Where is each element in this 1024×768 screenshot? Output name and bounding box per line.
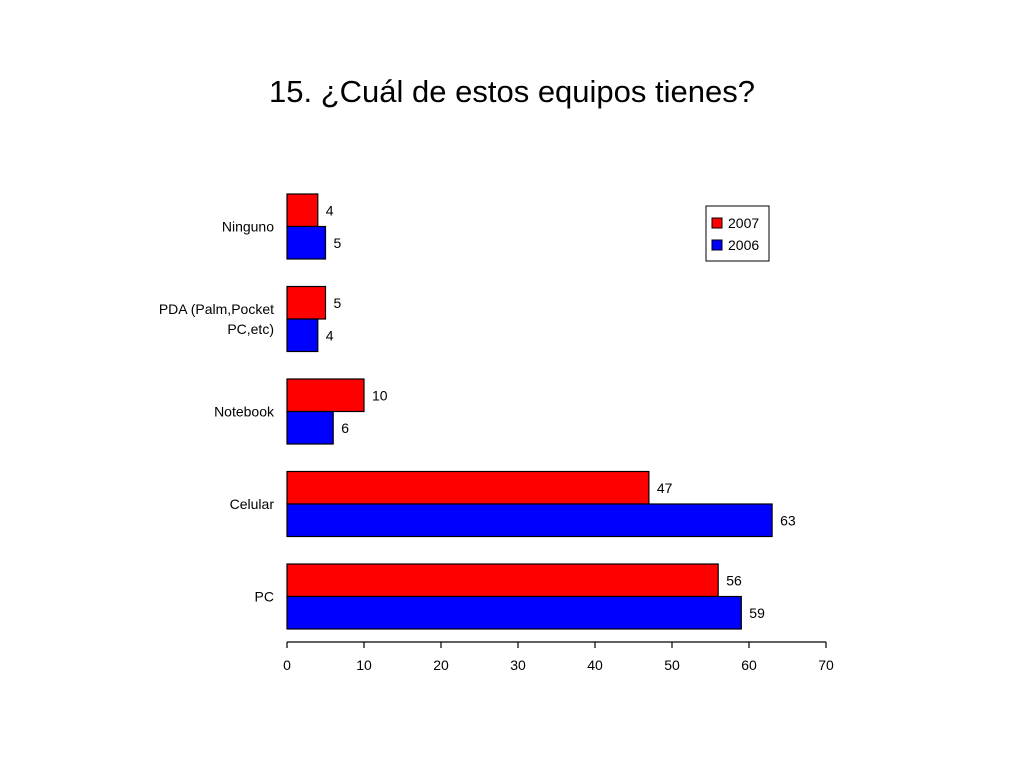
x-tick-label-7: 70 [818,657,834,673]
x-tick-label-5: 50 [664,657,680,673]
x-axis: 0 10 20 30 40 50 60 70 [283,641,834,673]
data-label-2006-1: 4 [326,327,334,343]
category-label-1: PDA (Palm,Pocket PC,etc) [159,301,274,337]
x-tick-label-2: 20 [433,657,449,673]
x-tick-label-1: 10 [356,657,372,673]
data-label-2007-2: 10 [372,387,388,403]
data-label-2007-1: 5 [334,295,342,311]
legend-box [705,205,770,262]
data-label-2006-0: 5 [334,235,342,251]
bar-2006-0 [286,225,327,260]
data-label-2006-4: 59 [749,605,765,621]
bar-2006-1 [286,318,319,353]
bar-2007-4 [286,563,719,598]
bar-2006-4 [286,595,742,630]
legend-label-2006: 2006 [728,237,759,253]
category-label-2: Notebook [214,404,275,420]
data-label-2007-3: 47 [657,480,673,496]
x-tick-label-4: 40 [587,657,603,673]
category-label-0: Ninguno [222,219,274,235]
data-label-2006-2: 6 [341,420,349,436]
legend: 2007 2006 [705,205,770,262]
category-label-3: Celular [230,496,275,512]
x-tick-label-0: 0 [283,657,291,673]
data-label-2007-4: 56 [726,572,742,588]
bar-2007-3 [286,470,650,505]
x-tick-label-6: 60 [741,657,757,673]
category-label-4: PC [255,589,274,605]
legend-label-2007: 2007 [728,215,759,231]
chart-title: 15. ¿Cuál de estos equipos tienes? [269,74,755,109]
category-labels-layer: Ninguno PDA (Palm,Pocket PC,etc) Notebook Ce… [159,219,275,605]
bar-2007-1 [286,285,327,320]
bar-2006-2 [286,410,334,445]
legend-swatch-2006 [711,239,723,251]
data-label-2006-3: 63 [780,512,796,528]
bar-2007-0 [286,193,319,228]
bar-2006-3 [286,503,773,538]
data-label-2007-0: 4 [326,202,334,218]
bars-layer [286,193,773,630]
legend-swatch-2007 [711,217,723,229]
x-tick-label-3: 30 [510,657,526,673]
bar-2007-2 [286,378,365,413]
